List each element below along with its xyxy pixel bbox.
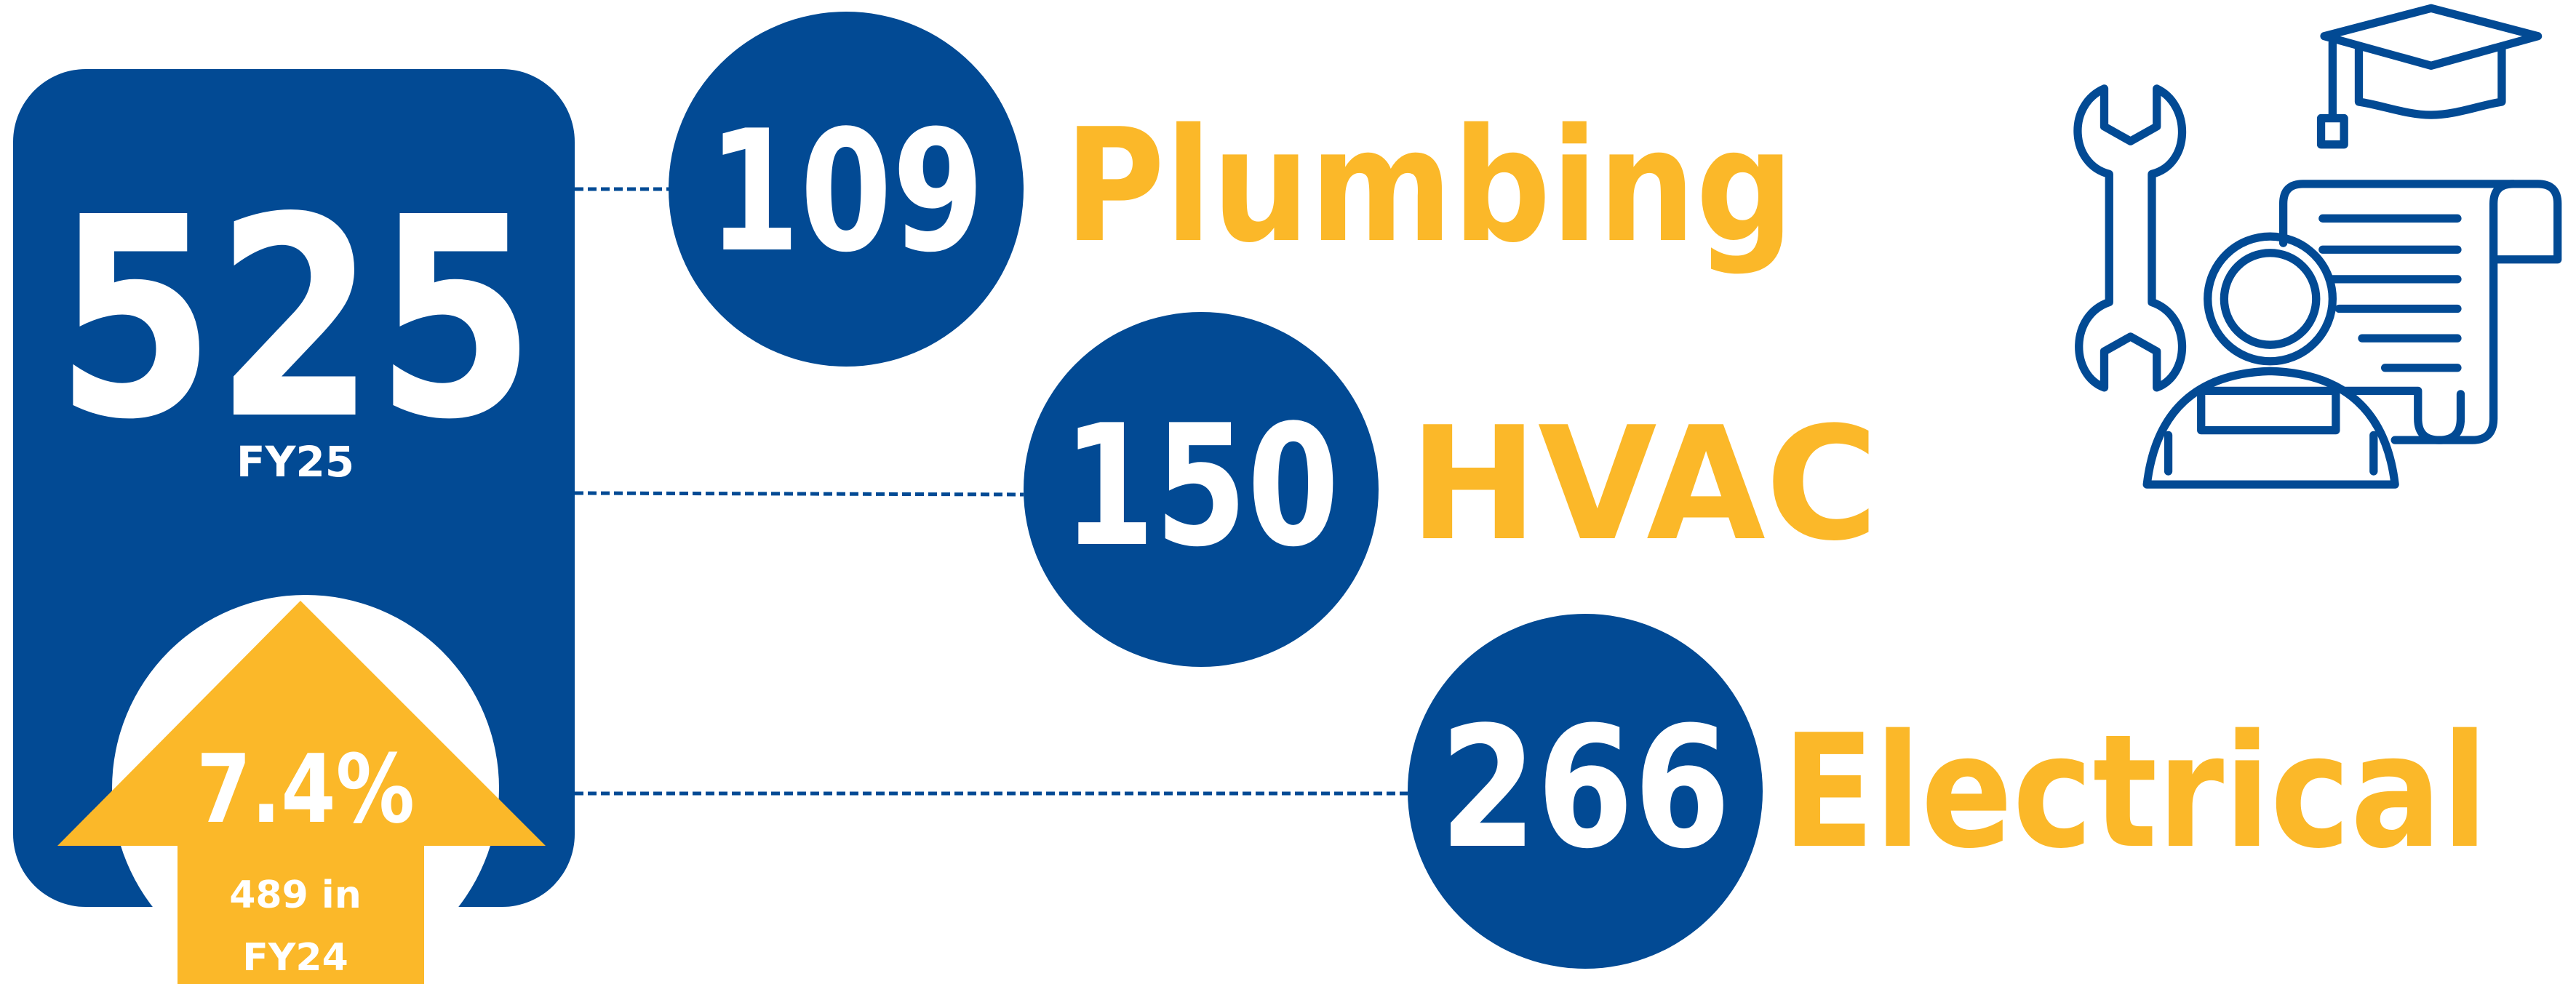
wrench xyxy=(2073,84,2187,392)
count-circle xyxy=(1408,614,1763,969)
head-inner xyxy=(2220,249,2321,349)
connector xyxy=(574,491,1024,497)
head-outer xyxy=(2204,232,2337,366)
trade-name: HVAC xyxy=(1409,393,1878,575)
tassel xyxy=(2316,39,2348,149)
total-label: FY25 xyxy=(236,437,354,487)
connectors xyxy=(574,187,1408,796)
change-percent: 7.4% xyxy=(196,734,415,844)
up-arrow xyxy=(57,601,546,984)
count-circle xyxy=(669,12,1024,367)
scroll xyxy=(2489,180,2518,264)
cap-top xyxy=(2320,4,2543,70)
document-lines xyxy=(2318,214,2462,372)
trade-count: 150 xyxy=(1063,390,1339,584)
total-value: 525 xyxy=(55,158,535,480)
trade-count: 266 xyxy=(1440,692,1731,886)
cap-base xyxy=(2354,45,2506,119)
body-inner xyxy=(2164,431,2378,476)
count-circle xyxy=(1024,312,1379,667)
laptop xyxy=(2197,386,2340,435)
previous-line: FY24 xyxy=(242,936,348,980)
trades: 109 Plumbing 150 HVAC 266 Electrical xyxy=(669,12,2488,969)
trades-icon xyxy=(2073,4,2562,489)
scroll-end xyxy=(2340,386,2465,444)
trade-name: Plumbing xyxy=(1064,95,1794,277)
document xyxy=(2278,180,2562,444)
previous-line: 489 in xyxy=(229,873,362,917)
trade-count: 109 xyxy=(708,95,984,289)
trade-name: Electrical xyxy=(1782,700,2488,883)
body xyxy=(2142,367,2399,489)
